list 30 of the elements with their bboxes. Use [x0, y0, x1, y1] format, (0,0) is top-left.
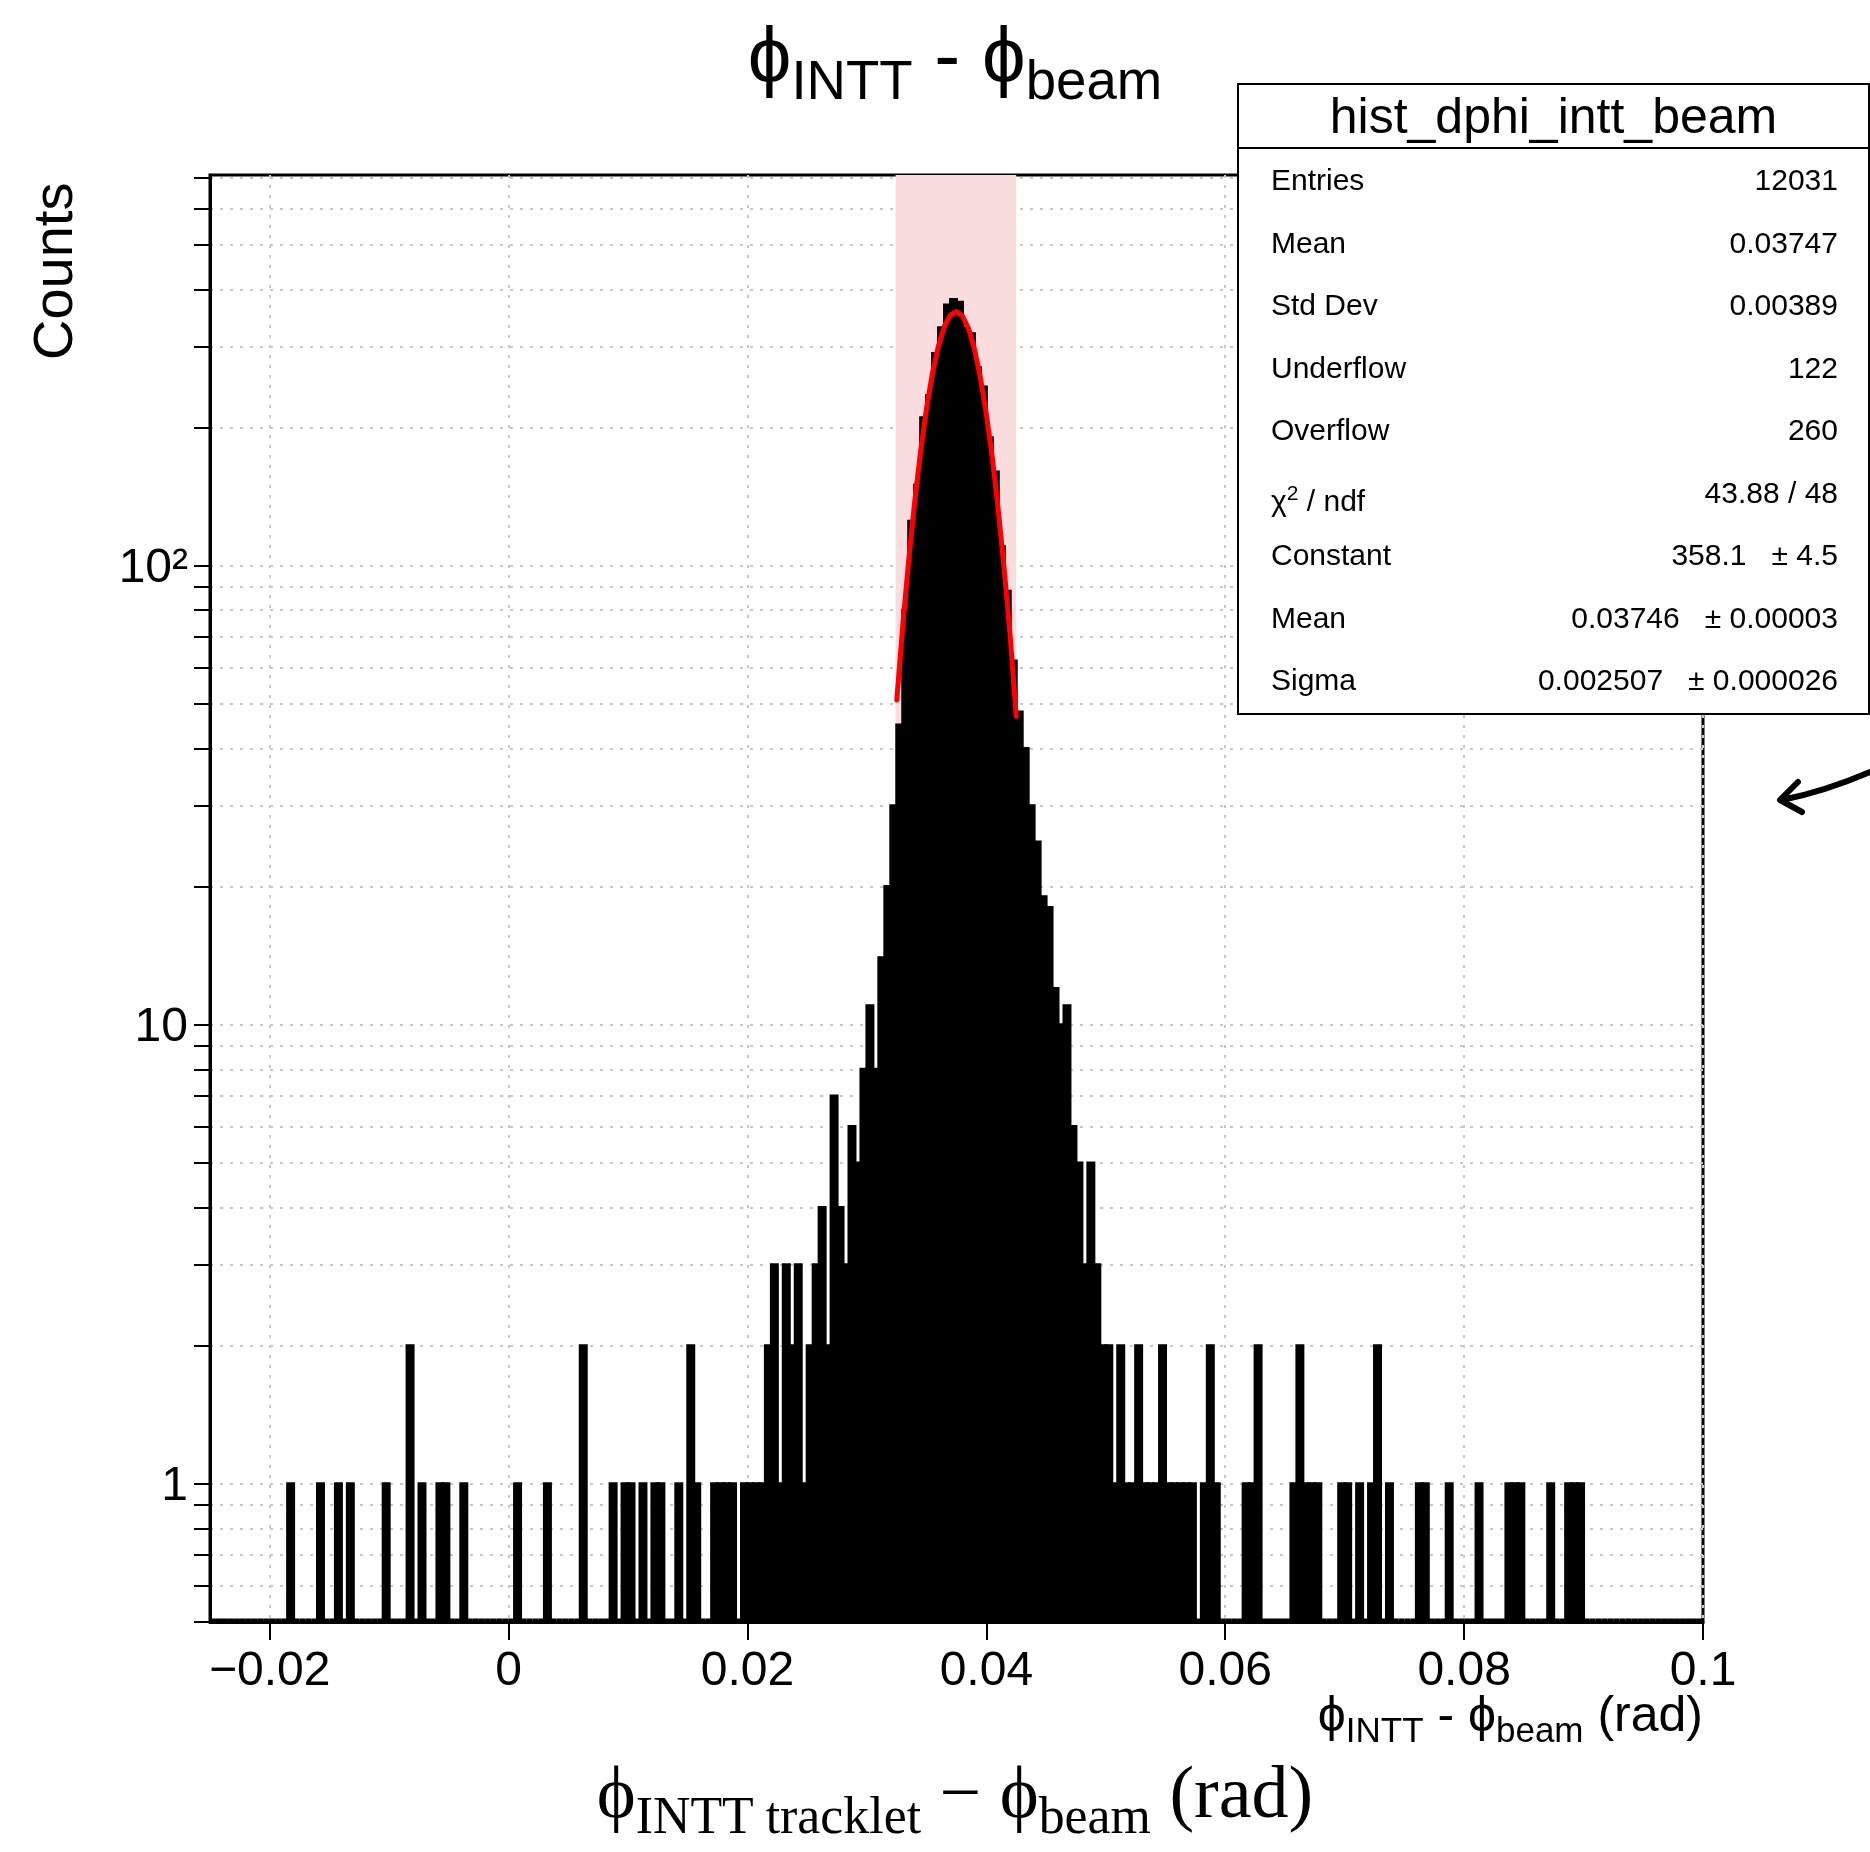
x-tick-label: 0.02 [700, 1641, 795, 1695]
annotation: Mean [1271, 599, 1347, 636]
text: hist_dphi_intt_beam [1239, 85, 1868, 149]
text: 0.00389 [1729, 287, 1838, 323]
y-tick-label: 1 [161, 1457, 188, 1511]
text: 43.88 / 48 [1704, 474, 1838, 511]
x-tick-label: 0.06 [1178, 1641, 1272, 1695]
annotation: Overflow [1271, 412, 1390, 448]
text: 12031 [1754, 162, 1838, 198]
x-tick-label: 0.04 [939, 1641, 1034, 1695]
text: 0.03747 [1729, 224, 1838, 261]
x-tick-label: −0.02 [208, 1641, 331, 1695]
annotation: Underflow [1271, 349, 1407, 386]
annotation: Sigma [1271, 662, 1357, 698]
text: ϕ$_{INTT tracklet}$ − ϕ$_{beam}$ (rad) [596, 1750, 1314, 1845]
y-tick-label: 10² [118, 539, 189, 593]
annotation: 0.03746 ± 0.00003 [1571, 599, 1838, 636]
annotation: Mean [1271, 224, 1347, 261]
y-tick-label: 10 [134, 998, 188, 1052]
chart-title: ϕ$_{INTT}$ - ϕ$_{beam}$ [747, 10, 1163, 112]
annotation: Entries [1271, 162, 1365, 198]
annotation: 358.1 ± 4.5 [1671, 537, 1838, 573]
y-axis-title: Counts [20, 182, 85, 360]
annotation: Std Dev [1271, 287, 1378, 323]
annotation: 0.002507 ± 0.000026 [1537, 662, 1838, 698]
annotation: χ$^{2}$ / ndf [1271, 479, 1366, 519]
text: 260 [1787, 412, 1838, 448]
annotation: Constant [1271, 537, 1392, 573]
x-tick-label: 0 [495, 1641, 522, 1695]
text: 122 [1787, 349, 1838, 386]
